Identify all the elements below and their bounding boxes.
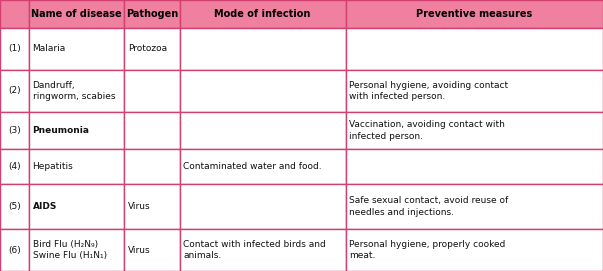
Bar <box>346 0 603 28</box>
Text: Virus: Virus <box>128 202 151 211</box>
Bar <box>346 112 603 149</box>
Bar <box>124 0 180 28</box>
Bar <box>180 184 346 229</box>
Bar <box>124 28 180 70</box>
Bar <box>0 229 29 271</box>
Bar <box>124 112 180 149</box>
Bar <box>0 28 29 70</box>
Bar <box>29 112 124 149</box>
Bar <box>180 112 346 149</box>
Text: Pneumonia: Pneumonia <box>33 126 90 135</box>
Bar <box>0 112 29 149</box>
Bar <box>180 70 346 112</box>
Text: Personal hygiene, avoiding contact
with infected person.: Personal hygiene, avoiding contact with … <box>349 80 508 101</box>
Text: (6): (6) <box>8 246 21 254</box>
Text: Virus: Virus <box>128 246 151 254</box>
Text: Preventive measures: Preventive measures <box>416 9 532 19</box>
Bar <box>346 28 603 70</box>
Bar <box>180 0 346 28</box>
Bar <box>0 70 29 112</box>
Text: Contact with infected birds and
animals.: Contact with infected birds and animals. <box>183 240 326 260</box>
Bar <box>346 70 603 112</box>
Text: Hepatitis: Hepatitis <box>33 162 74 171</box>
Bar <box>346 229 603 271</box>
Bar <box>124 184 180 229</box>
Bar <box>29 28 124 70</box>
Text: Name of disease: Name of disease <box>31 9 122 19</box>
Bar <box>29 0 124 28</box>
Text: Personal hygiene, properly cooked
meat.: Personal hygiene, properly cooked meat. <box>349 240 505 260</box>
Text: Malaria: Malaria <box>33 44 66 53</box>
Text: AIDS: AIDS <box>33 202 57 211</box>
Bar <box>29 70 124 112</box>
Text: (1): (1) <box>8 44 21 53</box>
Text: (4): (4) <box>8 162 21 171</box>
Text: Mode of infection: Mode of infection <box>215 9 311 19</box>
Bar <box>124 229 180 271</box>
Text: (2): (2) <box>8 86 21 95</box>
Bar <box>180 28 346 70</box>
Bar <box>124 149 180 184</box>
Text: Pathogen: Pathogen <box>126 9 178 19</box>
Text: (5): (5) <box>8 202 21 211</box>
Bar <box>346 184 603 229</box>
Bar <box>0 184 29 229</box>
Text: Contaminated water and food.: Contaminated water and food. <box>183 162 322 171</box>
Bar <box>180 229 346 271</box>
Bar <box>180 149 346 184</box>
Bar <box>29 184 124 229</box>
Text: Safe sexual contact, avoid reuse of
needles and injections.: Safe sexual contact, avoid reuse of need… <box>349 196 508 217</box>
Text: Vaccination, avoiding contact with
infected person.: Vaccination, avoiding contact with infec… <box>349 120 505 141</box>
Text: Dandruff,
ringworm, scabies: Dandruff, ringworm, scabies <box>33 80 115 101</box>
Bar <box>29 149 124 184</box>
Bar <box>29 229 124 271</box>
Text: Bird Flu (H₂N₉)
Swine Flu (H₁N₁): Bird Flu (H₂N₉) Swine Flu (H₁N₁) <box>33 240 107 260</box>
Bar <box>346 149 603 184</box>
Bar <box>0 149 29 184</box>
Bar <box>124 70 180 112</box>
Text: (3): (3) <box>8 126 21 135</box>
Text: Protozoa: Protozoa <box>128 44 167 53</box>
Bar <box>0 0 29 28</box>
